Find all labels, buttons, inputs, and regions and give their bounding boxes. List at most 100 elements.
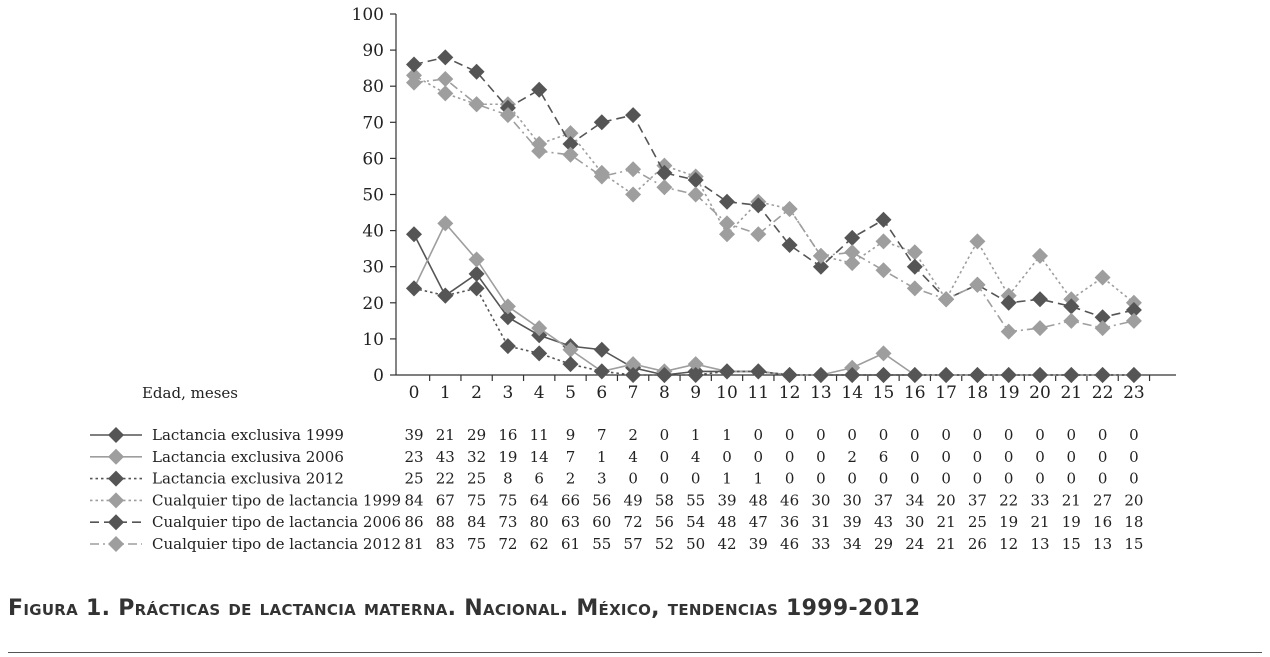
table-row: Cualquier tipo de lactancia 1999 84 67 75 75… <box>90 491 1143 509</box>
table-cell: 48 <box>717 513 736 531</box>
table-cell: 0 <box>973 470 983 488</box>
x-tick-label: 11 <box>747 383 769 403</box>
x-tick-label: 10 <box>716 383 738 403</box>
data-point-marker <box>437 70 454 87</box>
figure-caption: Figura 1. Prácticas de lactancia materna… <box>8 596 921 621</box>
y-tick-label: 70 <box>362 113 384 133</box>
table-cell: 0 <box>879 470 889 488</box>
data-point-marker <box>1063 298 1080 315</box>
table-cell: 21 <box>937 535 956 553</box>
table-cell: 75 <box>467 535 486 553</box>
table-cell: 39 <box>749 535 768 553</box>
table-cell: 34 <box>905 491 924 509</box>
table-cell: 0 <box>816 470 826 488</box>
table-cell: 15 <box>1062 535 1081 553</box>
table-cell: 0 <box>660 470 670 488</box>
table-cell: 0 <box>941 448 951 466</box>
x-tick-label: 9 <box>690 383 701 403</box>
table-cell: 34 <box>843 535 862 553</box>
table-cell: 72 <box>624 513 643 531</box>
data-point-marker <box>875 262 892 279</box>
table-cell: 43 <box>874 513 893 531</box>
data-point-marker <box>625 367 642 383</box>
table-cell: 72 <box>498 535 517 553</box>
table-cell: 22 <box>999 491 1018 509</box>
data-point-marker <box>969 233 986 250</box>
legend-marker <box>108 427 124 443</box>
data-point-marker <box>468 280 485 297</box>
data-point-marker <box>1032 247 1048 264</box>
x-tick-label: 7 <box>628 383 639 403</box>
table-cell: 55 <box>686 491 705 509</box>
table-cell: 0 <box>1129 448 1139 466</box>
table-cell: 46 <box>780 535 799 553</box>
data-point-marker <box>781 200 798 217</box>
data-point-marker <box>531 81 548 98</box>
table-cell: 0 <box>1004 448 1014 466</box>
series-cualquier-tipo-de-lactancia-1999 <box>406 67 1142 311</box>
data-point-marker <box>781 367 798 383</box>
series-line <box>413 74 1135 304</box>
data-point-marker <box>844 255 861 272</box>
table-cell: 4 <box>691 448 701 466</box>
table-cell: 0 <box>1067 426 1077 444</box>
x-tick-label: 3 <box>502 383 513 403</box>
y-tick-label: 0 <box>373 366 384 386</box>
data-point-marker <box>562 125 579 142</box>
data-point-marker <box>1063 312 1080 329</box>
data-table: Lactancia exclusiva 1999 39 21 29 16 11 9 7 2 0 1 1… <box>90 426 1143 553</box>
data-point-marker <box>468 265 485 282</box>
data-point-marker <box>656 164 673 181</box>
table-row: Lactancia exclusiva 2006 23 43 32 19 14 7 1 4 0 4 0… <box>90 448 1139 466</box>
table-cell: 47 <box>749 513 768 531</box>
data-point-marker <box>562 341 579 358</box>
table-cell: 16 <box>1093 513 1112 531</box>
y-tick-label: 20 <box>362 294 384 314</box>
table-cell: 0 <box>1004 426 1014 444</box>
bottom-rule <box>8 652 1262 653</box>
data-point-marker <box>1125 312 1142 329</box>
table-cell: 0 <box>1129 426 1139 444</box>
table-cell: 29 <box>467 426 486 444</box>
y-tick-label: 30 <box>362 258 384 278</box>
x-tick-label: 6 <box>596 383 607 403</box>
data-point-marker <box>812 247 829 264</box>
data-point-marker <box>593 114 610 131</box>
y-tick-label: 50 <box>362 186 384 206</box>
data-point-marker <box>1000 367 1017 383</box>
data-point-marker <box>531 320 548 337</box>
data-point-marker <box>593 168 610 185</box>
y-tick-label: 80 <box>362 77 384 97</box>
y-tick-label: 40 <box>362 222 384 242</box>
x-axis-label: Edad, meses <box>142 384 238 402</box>
data-point-marker <box>1000 294 1017 311</box>
data-point-marker <box>1094 367 1111 383</box>
legend-label: Cualquier tipo de lactancia 2012 <box>152 535 401 553</box>
table-cell: 7 <box>597 426 607 444</box>
data-point-marker <box>499 338 516 355</box>
data-point-marker <box>531 143 548 160</box>
table-cell: 43 <box>436 448 455 466</box>
table-cell: 55 <box>592 535 611 553</box>
legend-marker <box>108 470 124 487</box>
data-point-marker <box>1000 323 1017 340</box>
table-cell: 0 <box>722 448 732 466</box>
series-line <box>413 287 1134 376</box>
table-cell: 11 <box>530 426 549 444</box>
data-point-marker <box>969 276 986 293</box>
table-cell: 0 <box>941 426 951 444</box>
data-point-marker <box>406 56 422 73</box>
table-cell: 21 <box>937 513 956 531</box>
table-cell: 2 <box>628 426 638 444</box>
data-point-marker <box>687 186 704 203</box>
data-point-marker <box>1125 302 1142 319</box>
data-point-marker <box>687 367 704 383</box>
table-cell: 56 <box>592 491 611 509</box>
data-point-marker <box>750 197 767 214</box>
table-cell: 33 <box>1030 491 1049 509</box>
table-cell: 49 <box>624 491 643 509</box>
data-point-marker <box>875 345 892 362</box>
data-point-marker <box>875 367 892 383</box>
table-row: Cualquier tipo de lactancia 2012 81 83 75 72… <box>90 535 1143 553</box>
table-cell: 0 <box>941 470 951 488</box>
